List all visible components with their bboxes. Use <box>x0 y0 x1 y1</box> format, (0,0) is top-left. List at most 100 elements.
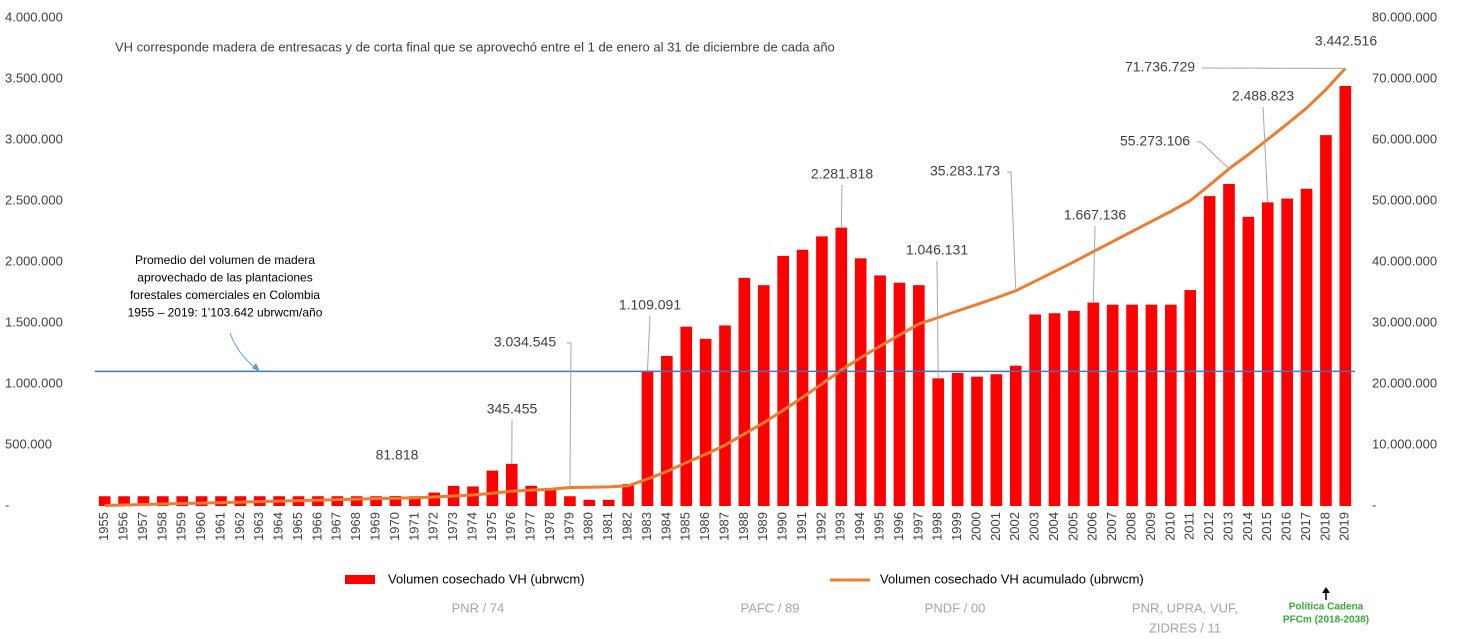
x-tick-label: 1991 <box>794 512 809 541</box>
period-label: PNDF / 00 <box>925 600 986 615</box>
x-tick-label: 1989 <box>755 512 770 541</box>
bar <box>545 489 557 506</box>
bar <box>564 496 576 506</box>
leader-line <box>937 261 938 378</box>
data-label: 2.488.823 <box>1232 88 1294 104</box>
x-tick-label: 1999 <box>949 512 964 541</box>
bar <box>1184 290 1196 506</box>
x-tick-label: 1967 <box>329 512 344 541</box>
average-arrow <box>230 333 258 370</box>
x-tick-label: 1979 <box>561 512 576 541</box>
bar <box>719 325 731 506</box>
data-label: 35.283.173 <box>930 163 1000 179</box>
x-tick-label: 1982 <box>620 512 635 541</box>
y-tick-label: 3.500.000 <box>5 70 63 85</box>
average-text: Promedio del volumen de madera <box>135 253 315 267</box>
y2-tick-label: 50.000.000 <box>1372 192 1437 207</box>
bar <box>1204 196 1216 506</box>
x-tick-label: 1970 <box>387 512 402 541</box>
bar <box>913 285 925 506</box>
bar <box>700 339 712 506</box>
x-tick-label: 1976 <box>503 512 518 541</box>
note: VH corresponde madera de entresacas y de… <box>115 39 835 54</box>
period-label: PNR / 74 <box>452 600 505 615</box>
x-tick-label: 1964 <box>271 512 286 541</box>
average-text: 1955 – 2019: 1’103.642 ubrwcm/año <box>128 306 323 320</box>
x-tick-label: 1972 <box>426 512 441 541</box>
bar <box>1339 86 1351 506</box>
x-tick-label: 2004 <box>1046 512 1061 541</box>
x-tick-label: 1983 <box>639 512 654 541</box>
x-tick-label: 1978 <box>542 512 557 541</box>
x-tick-label: 1994 <box>852 512 867 541</box>
y-tick-label: 4.000.000 <box>5 9 63 24</box>
bar <box>758 285 770 506</box>
bar <box>1049 313 1061 506</box>
bar <box>1320 135 1332 506</box>
data-label: 81.818 <box>376 447 419 463</box>
average-text: forestales comerciales en Colombia <box>130 288 320 302</box>
bar <box>1146 305 1158 506</box>
leader-line <box>1093 226 1095 303</box>
x-tick-label: 2015 <box>1259 512 1274 541</box>
x-tick-label: 1961 <box>212 512 227 541</box>
x-tick-label: 2006 <box>1085 512 1100 541</box>
x-tick-label: 1996 <box>891 512 906 541</box>
x-tick-label: 2000 <box>968 512 983 541</box>
y-tick-label: 1.500.000 <box>5 314 63 329</box>
bar <box>661 356 673 506</box>
bar <box>680 327 692 506</box>
bar <box>777 256 789 506</box>
leader-line <box>1197 142 1229 169</box>
x-tick-label: 2009 <box>1143 512 1158 541</box>
y-tick-label: - <box>5 497 9 512</box>
x-tick-label: 2014 <box>1240 512 1255 541</box>
x-tick-label: 1973 <box>445 512 460 541</box>
data-label: 3.442.516 <box>1315 33 1377 49</box>
x-tick-label: 1968 <box>348 512 363 541</box>
y-tick-label: 2.500.000 <box>5 192 63 207</box>
x-tick-label: 1988 <box>736 512 751 541</box>
x-tick-label: 2018 <box>1317 512 1332 541</box>
x-tick-label: 2008 <box>1124 512 1139 541</box>
y2-tick-label: 20.000.000 <box>1372 375 1437 390</box>
bar <box>1010 366 1022 506</box>
x-tick-label: 1981 <box>600 512 615 541</box>
policy-label: PFCm (2018-2038) <box>1283 615 1369 626</box>
bar <box>1301 189 1313 506</box>
x-tick-label: 2003 <box>1027 512 1042 541</box>
x-tick-label: 1997 <box>910 512 925 541</box>
bar <box>506 464 518 506</box>
bar <box>1281 199 1293 506</box>
data-label: 2.281.818 <box>811 166 873 182</box>
period-label: ZIDRES / 11 <box>1149 620 1221 634</box>
bar <box>487 471 499 506</box>
x-tick-label: 1993 <box>833 512 848 541</box>
policy-arrowhead <box>1322 587 1330 593</box>
x-tick-label: 2013 <box>1220 512 1235 541</box>
x-tick-label: 2010 <box>1162 512 1177 541</box>
period-label: PAFC / 89 <box>740 600 799 615</box>
x-tick-label: 1963 <box>251 512 266 541</box>
period-label: PNR, UPRA, VUF, <box>1132 600 1238 615</box>
x-tick-label: 2017 <box>1298 512 1313 541</box>
x-tick-label: 2005 <box>1065 512 1080 541</box>
bar <box>642 371 654 506</box>
y2-tick-label: 40.000.000 <box>1372 253 1437 268</box>
bar <box>874 275 886 506</box>
x-tick-label: 1955 <box>96 512 111 541</box>
x-tick-label: 1977 <box>523 512 538 541</box>
bar <box>583 500 595 506</box>
leader-line <box>1263 107 1268 202</box>
bar <box>1068 311 1080 506</box>
x-tick-label: 1992 <box>813 512 828 541</box>
bar <box>971 377 983 506</box>
y2-tick-label: 30.000.000 <box>1372 314 1437 329</box>
x-tick-label: 1998 <box>930 512 945 541</box>
x-tick-label: 2019 <box>1337 512 1352 541</box>
policy-label: Política Cadena <box>1289 602 1364 613</box>
x-tick-label: 1975 <box>484 512 499 541</box>
x-tick-label: 1962 <box>232 512 247 541</box>
y2-tick-label: 80.000.000 <box>1372 9 1437 24</box>
